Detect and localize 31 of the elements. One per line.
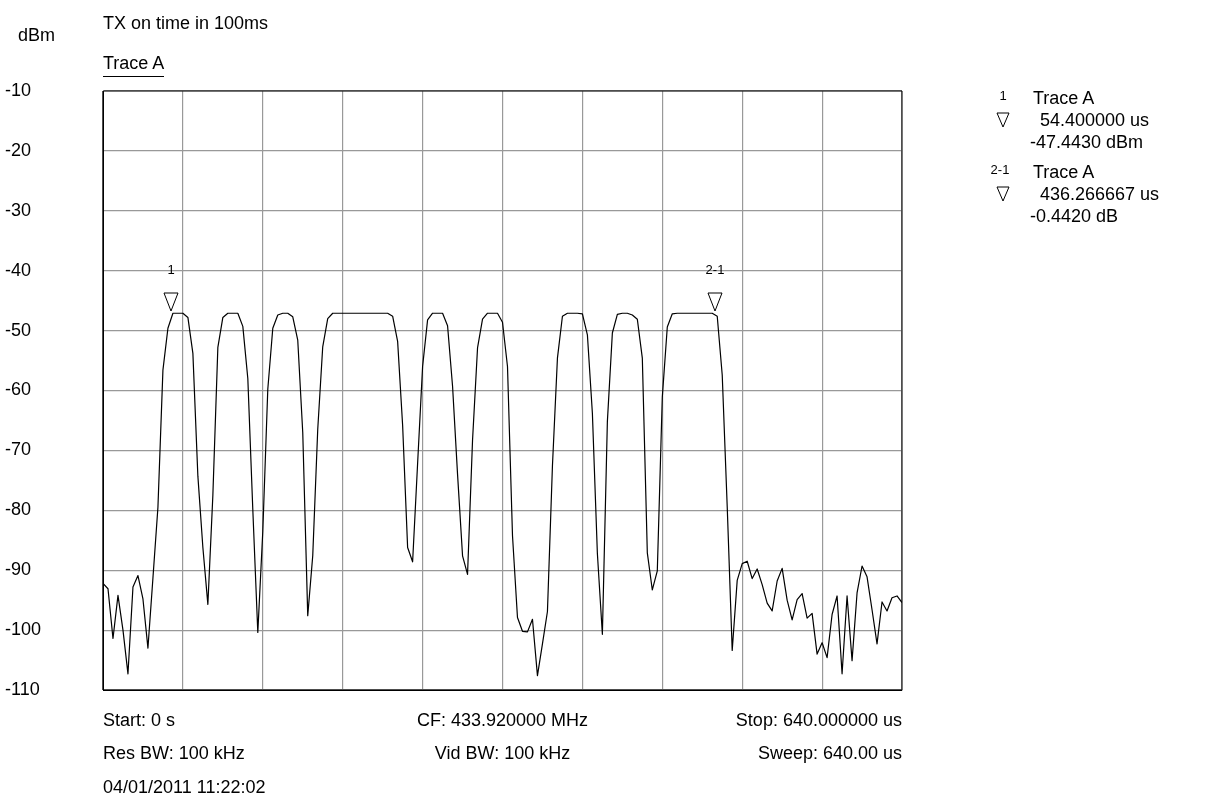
y-axis-title: dBm — [18, 25, 56, 45]
text: Trace A — [1033, 162, 1095, 182]
chart-subtitle: Trace A — [103, 53, 165, 77]
text: 04/01/2011 11:22:02 — [103, 777, 266, 797]
y-tick-label: -10 — [5, 79, 32, 100]
text: Vid BW: 100 kHz — [434, 743, 571, 763]
y-tick-label: -110 — [5, 678, 40, 699]
y-tick-label: -60 — [5, 379, 32, 400]
y-tick-label: -80 — [5, 499, 32, 520]
text: 2-1 — [990, 162, 1010, 177]
y-tick-label: -90 — [5, 559, 32, 580]
text: Start: 0 s — [103, 710, 176, 730]
text: -47.4430 dBm — [1030, 132, 1144, 152]
text: CF: 433.920000 MHz — [416, 710, 589, 730]
text: Sweep: 640.00 us — [757, 743, 902, 763]
annotation: 2-1 — [705, 262, 725, 277]
text: Stop: 640.000000 us — [735, 710, 902, 730]
y-tick-label: -20 — [5, 139, 32, 160]
text: 54.400000 us — [1040, 110, 1150, 130]
text: 1 — [999, 88, 1007, 103]
y-tick-label: -70 — [5, 439, 32, 460]
y-tick-label: -50 — [5, 319, 32, 340]
text: Trace A — [1033, 88, 1095, 108]
y-tick-label: -40 — [5, 259, 32, 280]
annotation: 1 — [167, 262, 175, 277]
y-tick-label: -100 — [5, 619, 42, 640]
text: -0.4420 dB — [1030, 206, 1119, 226]
y-tick-label: -30 — [5, 199, 32, 220]
chart-title: TX on time in 100ms — [103, 13, 269, 33]
text: Res BW: 100 kHz — [103, 743, 245, 763]
text: 436.266667 us — [1040, 184, 1160, 204]
